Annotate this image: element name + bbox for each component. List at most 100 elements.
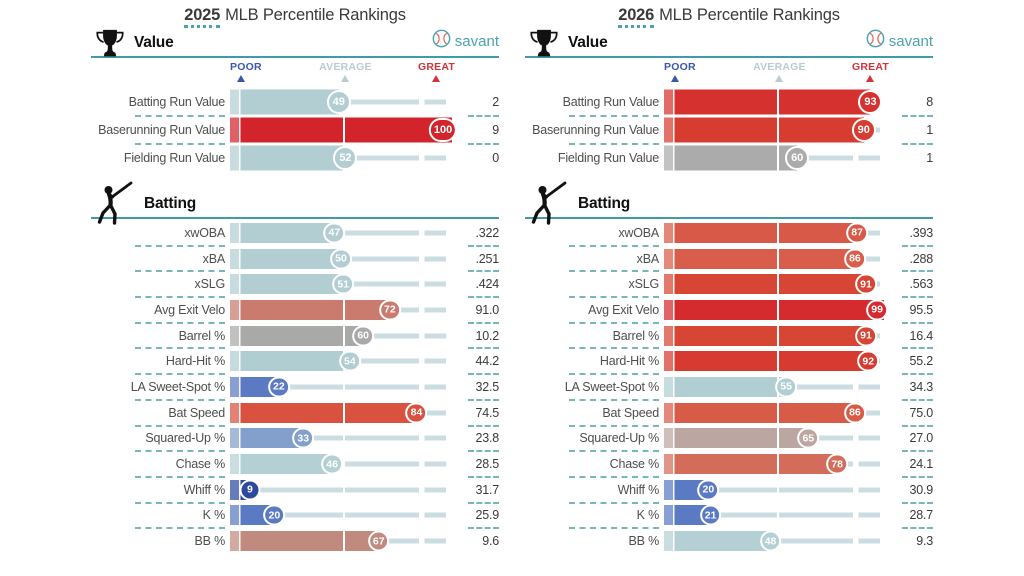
section-header: Batting (525, 181, 933, 225)
stat-label: xBA (636, 251, 660, 266)
stat-label: Squared-Up % (145, 431, 225, 446)
stat-value: 9.6 (482, 534, 499, 549)
section-batting: Batting xwOBA 87 .393 xBA 86 .288 xSLG 91 .563 Avg… (525, 181, 933, 554)
stat-value: 25.9 (475, 508, 499, 523)
row-separator (902, 424, 933, 427)
stat-value: 75.0 (909, 405, 933, 420)
percentile-bar: 92 (664, 348, 886, 374)
percentile-bar: 99 (664, 297, 888, 323)
stat-row-xwoba: xwOBA 47 .322 (91, 220, 499, 247)
bar-midline (343, 325, 346, 346)
percentile-bar: 84 (230, 400, 452, 426)
percentile-bar: 86 (664, 246, 886, 272)
stat-label: Barrel % (178, 328, 226, 343)
row-separator (569, 244, 659, 247)
percentile-bar: 100 (230, 116, 458, 144)
bar-midline (777, 479, 780, 500)
bar-fill (664, 274, 867, 295)
row-separator (902, 115, 933, 117)
stat-row-baserunning-run-value: Baserunning Run Value 90 1 (525, 116, 933, 145)
percentile-bar: 9 (230, 477, 452, 503)
row-separator (135, 296, 225, 299)
stat-row-batting-run-value: Batting Run Value 93 8 (525, 88, 933, 117)
stat-value: .424 (475, 277, 499, 292)
scale-label-great: GREAT (417, 61, 455, 73)
title-text: MLB Percentile Rankings (225, 6, 406, 24)
stat-label: Fielding Run Value (557, 151, 659, 165)
percentile-badge: 92 (857, 350, 880, 372)
stat-row-avg-exit-velo: Avg Exit Velo 99 95.5 (525, 297, 933, 324)
percentile-badge: 52 (333, 146, 358, 170)
stat-value: 8 (926, 95, 933, 109)
percentile-bar: 22 (230, 374, 452, 400)
stat-row-squared-up: Squared-Up % 65 27.0 (525, 426, 933, 453)
bar-fill (664, 222, 858, 243)
percentile-badge: 49 (326, 90, 351, 114)
stat-row-baserunning-run-value: Baserunning Run Value 100 9 (91, 116, 499, 145)
title-year: 2025 (184, 6, 220, 28)
stat-row-chase: Chase % 46 28.5 (91, 451, 499, 478)
bar-fill (664, 376, 787, 397)
bar-midline (777, 274, 780, 295)
scale-area: POOR AVERAGE GREAT (230, 60, 455, 87)
scale-label-average: AVERAGE (753, 61, 806, 73)
scale-header: POOR AVERAGE GREAT (525, 60, 933, 87)
bar-midline (343, 117, 346, 143)
stat-label: Chase % (609, 457, 660, 472)
row-separator (468, 296, 499, 299)
percentile-badge: 48 (759, 530, 782, 552)
section-header: Value savant (525, 28, 933, 58)
bar-fill (664, 325, 867, 346)
row-separator (569, 373, 659, 376)
row-separator (468, 244, 499, 247)
row-separator (135, 527, 225, 530)
stat-label: LA Sweet-Spot % (130, 379, 225, 394)
stat-label: Baserunning Run Value (98, 123, 225, 137)
bar-midline (777, 428, 780, 449)
scale-header: POOR AVERAGE GREAT (91, 60, 499, 87)
percentile-bar: 46 (230, 451, 452, 477)
row-separator (135, 347, 225, 350)
stat-value: .322 (475, 225, 499, 240)
bar-midline (343, 376, 346, 397)
stat-value: 34.3 (909, 379, 933, 394)
stat-row-la-sweet-spot: LA Sweet-Spot % 55 34.3 (525, 374, 933, 401)
bar-midline (343, 454, 346, 475)
percentile-bar: 55 (664, 374, 886, 400)
stat-label: Batting Run Value (562, 95, 660, 109)
bar-midline (343, 402, 346, 423)
stat-value: .288 (909, 251, 933, 266)
bar-track (664, 487, 881, 493)
stat-label: Whiff % (617, 482, 660, 497)
bar-track (230, 487, 447, 493)
section-batting: Batting xwOBA 47 .322 xBA 50 .251 xSLG 51 .424 Avg… (91, 181, 499, 554)
stat-row-la-sweet-spot: LA Sweet-Spot % 22 32.5 (91, 374, 499, 401)
percentile-bar: 54 (230, 348, 452, 374)
stat-label: Hard-Hit % (165, 354, 225, 369)
bar-midline (777, 117, 780, 143)
percentile-bar: 93 (664, 88, 886, 116)
percentile-badge: 20 (697, 479, 720, 501)
stat-label: xBA (202, 251, 226, 266)
stat-row-bb: BB % 67 9.6 (91, 528, 499, 554)
percentile-badge: 51 (332, 273, 355, 295)
stat-value: 91.0 (475, 302, 499, 317)
bar-fill (230, 325, 364, 346)
percentile-badge: 20 (263, 504, 286, 526)
bar-midline (777, 145, 780, 171)
stat-value: 16.4 (909, 328, 933, 343)
row-separator (902, 296, 933, 299)
savant-logo[interactable]: savant (432, 29, 499, 55)
row-separator (468, 424, 499, 427)
stat-value: 28.7 (909, 508, 933, 523)
percentile-bar: 51 (230, 271, 452, 297)
stat-row-bat-speed: Bat Speed 84 74.5 (91, 400, 499, 427)
panel-title: 2025 MLB Percentile Rankings (91, 6, 499, 28)
row-separator (468, 527, 499, 530)
bar-midline (777, 351, 780, 372)
percentile-bar: 21 (664, 503, 886, 529)
percentile-badge: 93 (858, 90, 883, 114)
bar-fill (664, 479, 709, 500)
row-separator (135, 424, 225, 427)
savant-logo[interactable]: savant (866, 29, 933, 55)
